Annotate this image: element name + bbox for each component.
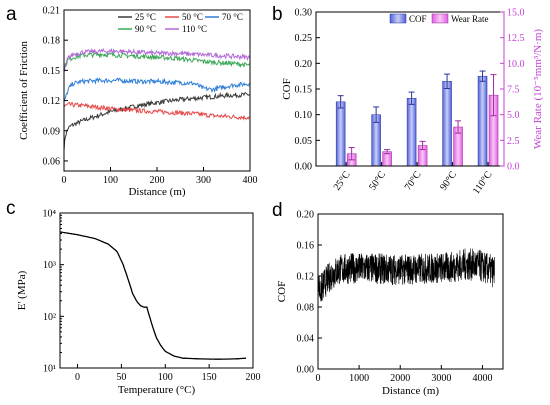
x-axis-label-a: Distance (m) (128, 186, 185, 198)
series-line-0 (63, 91, 250, 152)
legend-swatch-wear (431, 13, 449, 24)
y-tick-label-b: 0.30 (295, 8, 313, 19)
y-tick-label-b: 0.00 (295, 162, 313, 173)
y-tick-label-a: 0.15 (43, 66, 61, 77)
legend-label-4: 110 °C (182, 24, 207, 34)
y-axis-label-b: COF (281, 78, 293, 99)
category-label: 50°C (367, 169, 388, 193)
legend-swatch-cof (389, 13, 407, 24)
y-tick-label-a: 0.21 (43, 6, 61, 17)
y-tick-label-d: 0.20 (297, 210, 315, 221)
x-tick-label-c: 150 (202, 372, 217, 383)
plot-area-d-frame (317, 213, 504, 370)
y-axis-label-a: Coefficient of Friction (18, 41, 30, 140)
plot-area-c-frame (59, 212, 254, 369)
y-tick-label-d: 0.04 (297, 334, 315, 345)
y-tick-label-right-b: 7.5 (507, 85, 520, 96)
x-tick-label-a: 200 (150, 175, 165, 186)
panel-label-a: a (6, 4, 17, 25)
y-tick-label-right-b: 12.5 (507, 33, 525, 44)
y-tick-label-right-b: 10.0 (507, 59, 525, 70)
y-tick-label-d: 0.16 (297, 241, 315, 252)
series-line-3 (63, 51, 250, 71)
series-line-1 (63, 101, 250, 121)
cof-bar (477, 75, 488, 167)
y-tick-label-a: 0.06 (43, 156, 61, 167)
chart-panel-c: 10¹ 10² 10³ 10⁴ 0 50 100 150 200 Temperature (°C)… (16, 209, 261, 397)
y-tick-label-c: 10¹ (43, 364, 56, 375)
panel-label-d: d (272, 200, 283, 221)
legend-label-cof: COF (409, 14, 427, 24)
y-axis-label-right-b: Wear Rate (10⁻⁵mm³/N·m) (532, 29, 544, 150)
panel-label-b: b (272, 4, 283, 25)
legend-label-wear: Wear Rate (451, 14, 489, 24)
legend-label-3: 90 °C (135, 24, 156, 34)
y-tick-label-c: 10⁴ (43, 209, 57, 220)
cof-bar (335, 101, 346, 167)
y-tick-label-right-b: 15.0 (507, 8, 525, 19)
x-tick-label-d: 0 (316, 373, 321, 384)
x-axis-label-c: Temperature (°C) (118, 384, 196, 396)
y-tick-label-b: 0.20 (295, 59, 313, 70)
y-tick-label-a: 0.12 (43, 96, 61, 107)
cof-trace (317, 248, 496, 302)
cof-bar (442, 81, 452, 167)
x-axis-label-d: Distance (m) (382, 385, 439, 397)
x-tick-label-c: 200 (246, 372, 261, 383)
x-tick-label-c: 100 (158, 372, 173, 383)
x-tick-label-a: 400 (243, 175, 258, 186)
cof-bar (406, 97, 417, 167)
y-tick-label-c: 10³ (43, 260, 56, 271)
legend-label-1: 50 °C (182, 12, 203, 22)
y-tick-label-b: 0.05 (295, 136, 313, 147)
y-tick-label-right-b: 2.5 (507, 136, 520, 147)
x-tick-label-c: 50 (116, 372, 126, 383)
chart-panel-b: 25°C 50°C 70°C 90°C 110°C 0.00 0.05 0.10 0.15 0.2… (281, 8, 544, 197)
series-line-2 (63, 76, 250, 102)
legend-label-2: 70 °C (222, 12, 243, 22)
y-tick-label-a: 0.09 (43, 126, 61, 137)
y-tick-label-b: 0.25 (295, 33, 313, 44)
chart-panel-a: 0.06 0.09 0.12 0.15 0.18 0.21 0 100 200 300 400 Dis… (18, 6, 258, 199)
plot-area-a-frame (63, 9, 251, 172)
y-tick-label-c: 10² (43, 312, 56, 323)
x-tick-label-d: 4000 (472, 373, 492, 384)
y-tick-label-b: 0.10 (295, 110, 313, 121)
y-axis-label-c: E' (MPa) (16, 270, 28, 310)
panel-label-c: c (6, 198, 16, 219)
y-tick-label-b: 0.15 (295, 85, 313, 96)
y-tick-label-d: 0.08 (297, 303, 315, 314)
y-axis-label-d: COF (276, 281, 288, 302)
category-label: 90°C (438, 169, 459, 193)
x-tick-label-d: 1000 (349, 373, 369, 384)
y-tick-label-right-b: 5.0 (507, 110, 520, 121)
y-tick-label-a: 0.18 (43, 36, 61, 47)
legend-label-0: 25 °C (135, 12, 156, 22)
y-tick-label-d: 0.00 (297, 365, 315, 376)
category-label: 110°C (471, 169, 495, 196)
x-tick-label-a: 100 (103, 175, 118, 186)
category-label: 25°C (332, 169, 353, 193)
category-label: 70°C (403, 169, 424, 193)
x-tick-label-a: 0 (62, 175, 67, 186)
chart-panel-d: 0.00 0.04 0.08 0.12 0.16 0.20 0 1000 2000 3000 400… (276, 210, 504, 397)
y-tick-label-right-b: 0.0 (507, 162, 520, 173)
x-tick-label-a: 300 (196, 175, 211, 186)
series-line-4 (63, 47, 250, 74)
y-tick-label-d: 0.12 (297, 272, 315, 283)
x-tick-label-d: 2000 (390, 373, 410, 384)
x-tick-label-c: 0 (75, 372, 80, 383)
x-tick-label-d: 3000 (431, 373, 451, 384)
modulus-curve (59, 231, 246, 360)
